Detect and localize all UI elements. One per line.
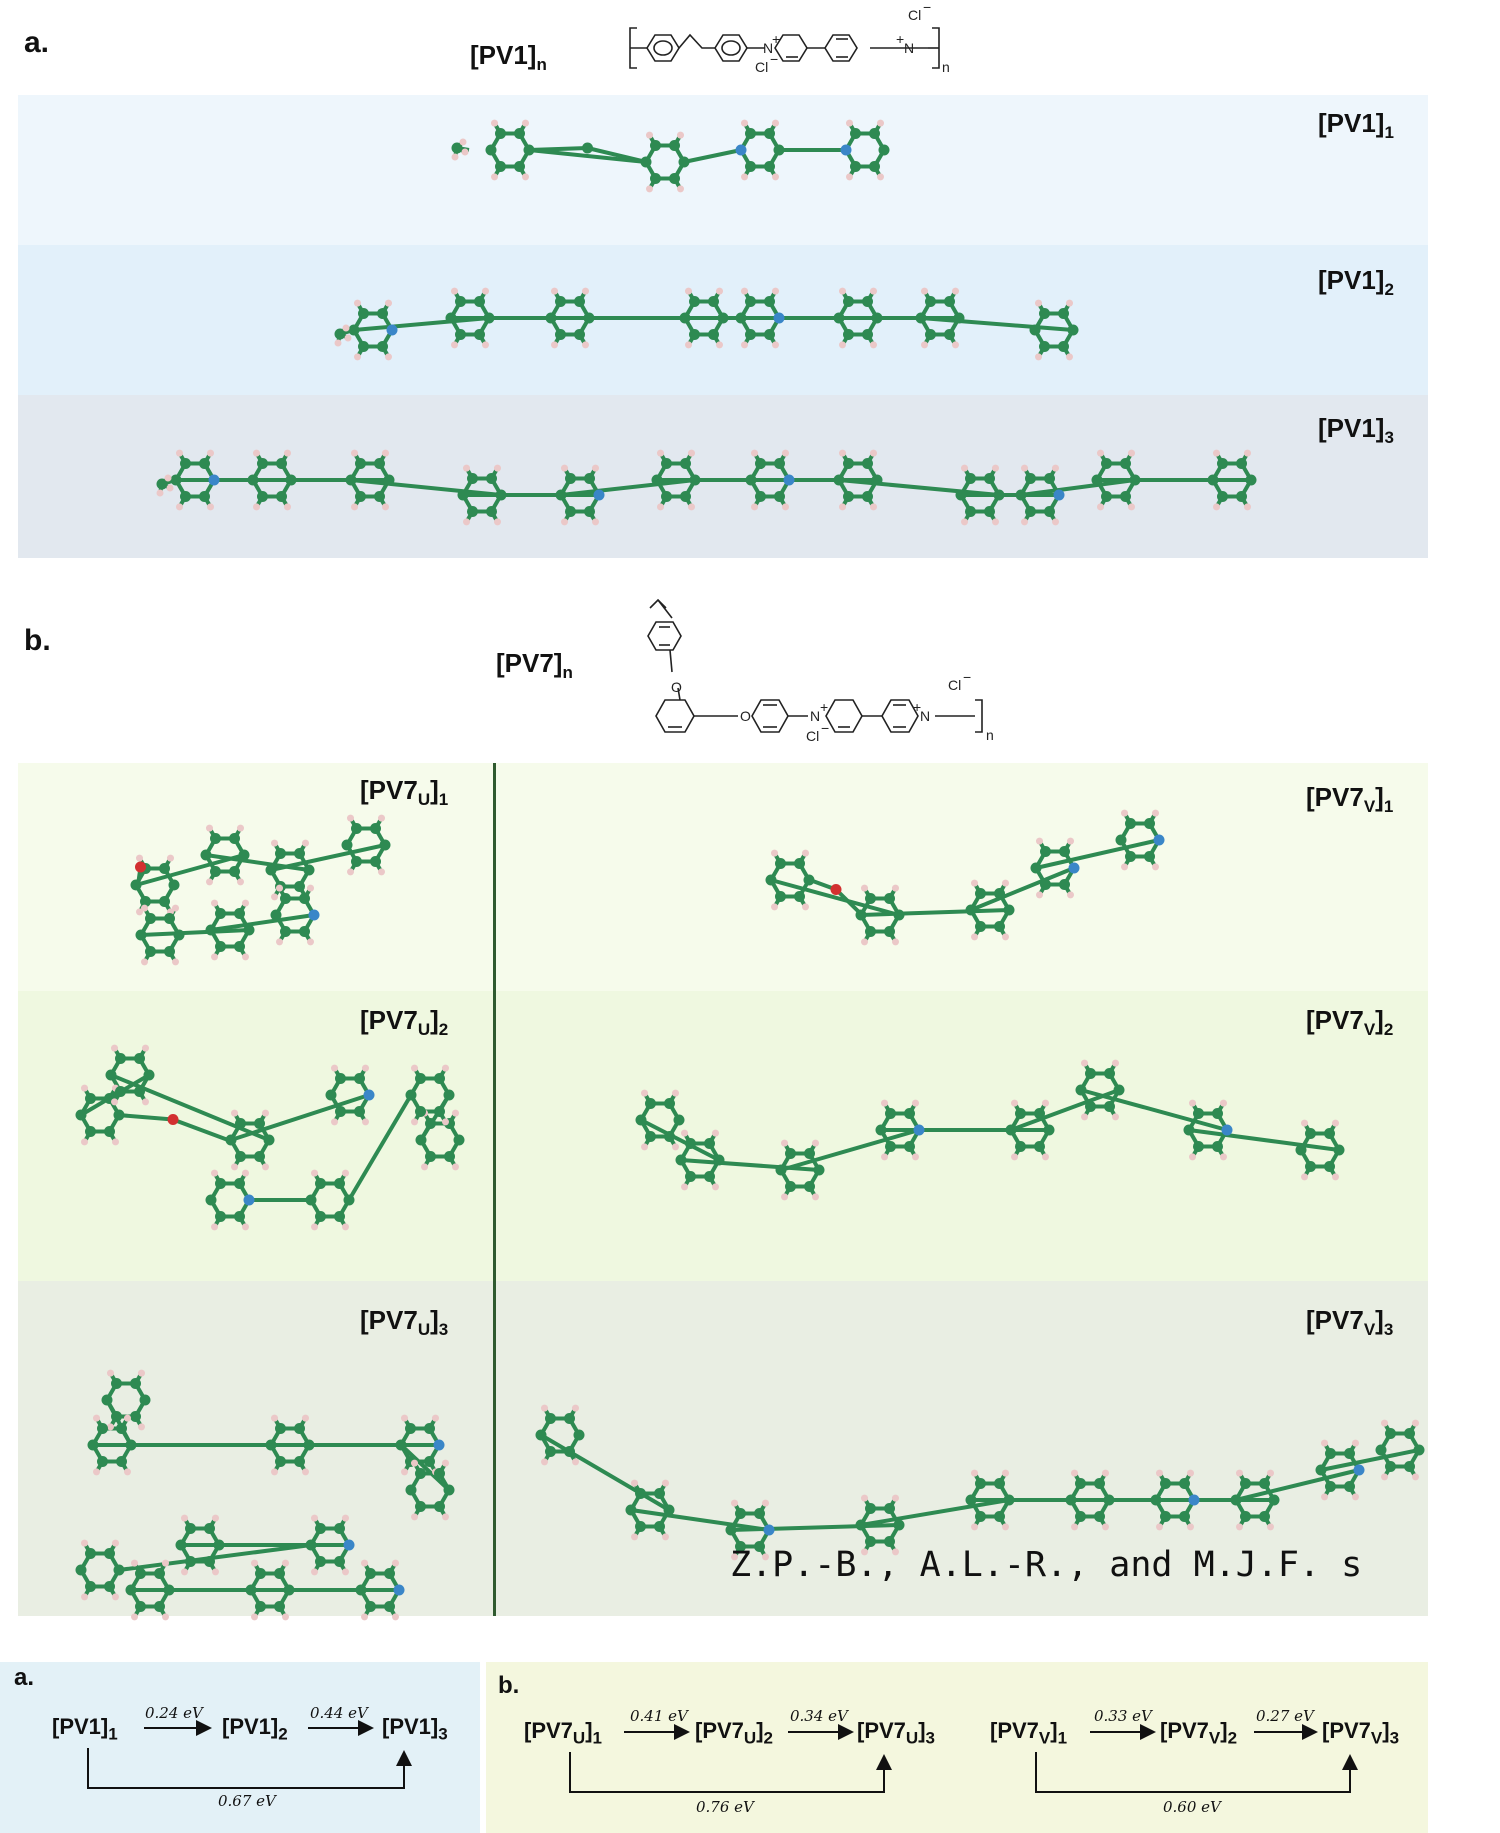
svg-text:+: + bbox=[820, 699, 828, 715]
pv7u-2-sub: 2 bbox=[438, 1020, 449, 1040]
pv1n-text: [PV1] bbox=[470, 40, 537, 70]
pv1-2-text: [PV1] bbox=[1318, 265, 1385, 295]
pv7-divider bbox=[493, 763, 496, 1616]
bottom-b-v-e13: 0.60 eV bbox=[1163, 1798, 1221, 1816]
pv7n-sub: n bbox=[562, 663, 573, 683]
bottom-b-u-e12: 0.41 eV bbox=[630, 1707, 688, 1725]
pv1-2-sub: 2 bbox=[1384, 280, 1394, 300]
pv1-3-label: [PV1]3 bbox=[1318, 413, 1394, 448]
pv7u-2-label: [PV7U]2 bbox=[360, 1005, 449, 1040]
bottom-b-v-e23: 0.27 eV bbox=[1256, 1707, 1314, 1725]
pv7u-3-mid: U bbox=[417, 1320, 431, 1340]
svg-text:N: N bbox=[920, 708, 930, 724]
panel-a-letter: a. bbox=[24, 26, 50, 59]
pv7v-1-mid: V bbox=[1363, 797, 1376, 817]
pv7u-1-text: [PV7 bbox=[360, 775, 418, 805]
pv7v-1-label: [PV7V]1 bbox=[1306, 782, 1394, 817]
bottom-b-pv7v-1: [PV7V]1 bbox=[990, 1718, 1068, 1748]
svg-text:N: N bbox=[904, 40, 914, 56]
bottom-b-u-e13: 0.76 eV bbox=[696, 1798, 754, 1816]
svg-text:N: N bbox=[763, 40, 773, 56]
pv7-row-1-band bbox=[18, 763, 1428, 991]
svg-text:−: − bbox=[821, 720, 829, 736]
svg-text:Cl: Cl bbox=[806, 728, 819, 744]
bottom-b-pv7u-2: [PV7U]2 bbox=[695, 1718, 773, 1748]
svg-text:Cl: Cl bbox=[908, 7, 921, 23]
pv7v-2-sub: 2 bbox=[1383, 1020, 1394, 1040]
pv7v-1-sub: 1 bbox=[1383, 797, 1394, 817]
pv7v-2-mid: V bbox=[1363, 1020, 1376, 1040]
pv7-row-2-band bbox=[18, 991, 1428, 1281]
bottom-b-pv7v-3: [PV7V]3 bbox=[1322, 1718, 1400, 1748]
watermark-text: Z.P.-B., A.L.-R., and M.J.F. s bbox=[730, 1545, 1363, 1585]
pv7v-3-text: [PV7 bbox=[1306, 1305, 1364, 1335]
bottom-a-e12: 0.24 eV bbox=[145, 1704, 203, 1722]
svg-text:−: − bbox=[923, 0, 931, 15]
bottom-b-v-e12: 0.33 eV bbox=[1094, 1707, 1152, 1725]
bottom-b-letter: b. bbox=[498, 1672, 520, 1699]
bottom-b-u-e23: 0.34 eV bbox=[790, 1707, 848, 1725]
svg-text:+: + bbox=[913, 699, 921, 715]
pv1-row-1-band bbox=[18, 95, 1428, 245]
pv1-1-label: [PV1]1 bbox=[1318, 108, 1394, 143]
pv1-1-text: [PV1] bbox=[1318, 108, 1385, 138]
svg-text:Cl: Cl bbox=[948, 677, 961, 693]
bottom-a-panel bbox=[0, 1662, 480, 1833]
svg-text:n: n bbox=[942, 59, 950, 75]
bottom-a-pv1-2: [PV1]2 bbox=[222, 1714, 288, 1744]
bottom-a-e23: 0.44 eV bbox=[310, 1704, 368, 1722]
pv1-3-sub: 3 bbox=[1384, 428, 1394, 448]
pv1-row-2-band bbox=[18, 245, 1428, 395]
pv7u-2-text: [PV7 bbox=[360, 1005, 418, 1035]
pv7u-1-label: [PV7U]1 bbox=[360, 775, 449, 810]
svg-text:−: − bbox=[963, 669, 971, 685]
bottom-a-pv1-1: [PV1]1 bbox=[52, 1714, 118, 1744]
svg-text:−: − bbox=[770, 51, 778, 67]
pv7u-3-sub: 3 bbox=[438, 1320, 449, 1340]
svg-text:+: + bbox=[772, 31, 780, 47]
pv1-1-sub: 1 bbox=[1384, 123, 1394, 143]
svg-text:Cl: Cl bbox=[755, 59, 768, 75]
pv7v-1-text: [PV7 bbox=[1306, 782, 1364, 812]
pv7v-2-text: [PV7 bbox=[1306, 1005, 1364, 1035]
pv7v-2-label: [PV7V]2 bbox=[1306, 1005, 1394, 1040]
pv7u-2-mid: U bbox=[417, 1020, 431, 1040]
pv7v-3-label: [PV7V]3 bbox=[1306, 1305, 1394, 1340]
panel-b-letter: b. bbox=[24, 624, 51, 657]
bottom-a-letter: a. bbox=[14, 1664, 35, 1691]
pv7v-3-sub: 3 bbox=[1383, 1320, 1394, 1340]
svg-text:n: n bbox=[986, 727, 994, 743]
pv7u-1-sub: 1 bbox=[438, 790, 449, 810]
pv7n-label: [PV7]n bbox=[496, 648, 573, 683]
svg-text:N: N bbox=[810, 708, 820, 724]
pv7u-3-label: [PV7U]3 bbox=[360, 1305, 449, 1340]
svg-text:O: O bbox=[671, 679, 682, 695]
pv7u-1-mid: U bbox=[417, 790, 431, 810]
bottom-b-pv7u-1: [PV7U]1 bbox=[524, 1718, 602, 1748]
pv7v-3-mid: V bbox=[1363, 1320, 1376, 1340]
pv1n-label: [PV1]n bbox=[470, 40, 547, 75]
svg-text:O: O bbox=[740, 708, 751, 724]
bottom-b-panel bbox=[486, 1662, 1428, 1833]
pv1-2-label: [PV1]2 bbox=[1318, 265, 1394, 300]
pv1-row-3-band bbox=[18, 395, 1428, 558]
pv1-3-text: [PV1] bbox=[1318, 413, 1385, 443]
pv1n-sub: n bbox=[536, 55, 547, 75]
bottom-a-pv1-3: [PV1]3 bbox=[382, 1714, 448, 1744]
pv7u-3-text: [PV7 bbox=[360, 1305, 418, 1335]
pv7n-text: [PV7] bbox=[496, 648, 563, 678]
bottom-b-pv7v-2: [PV7V]2 bbox=[1160, 1718, 1238, 1748]
bottom-a-e13: 0.67 eV bbox=[218, 1792, 276, 1810]
bottom-b-pv7u-3: [PV7U]3 bbox=[857, 1718, 935, 1748]
svg-text:+: + bbox=[896, 31, 904, 47]
